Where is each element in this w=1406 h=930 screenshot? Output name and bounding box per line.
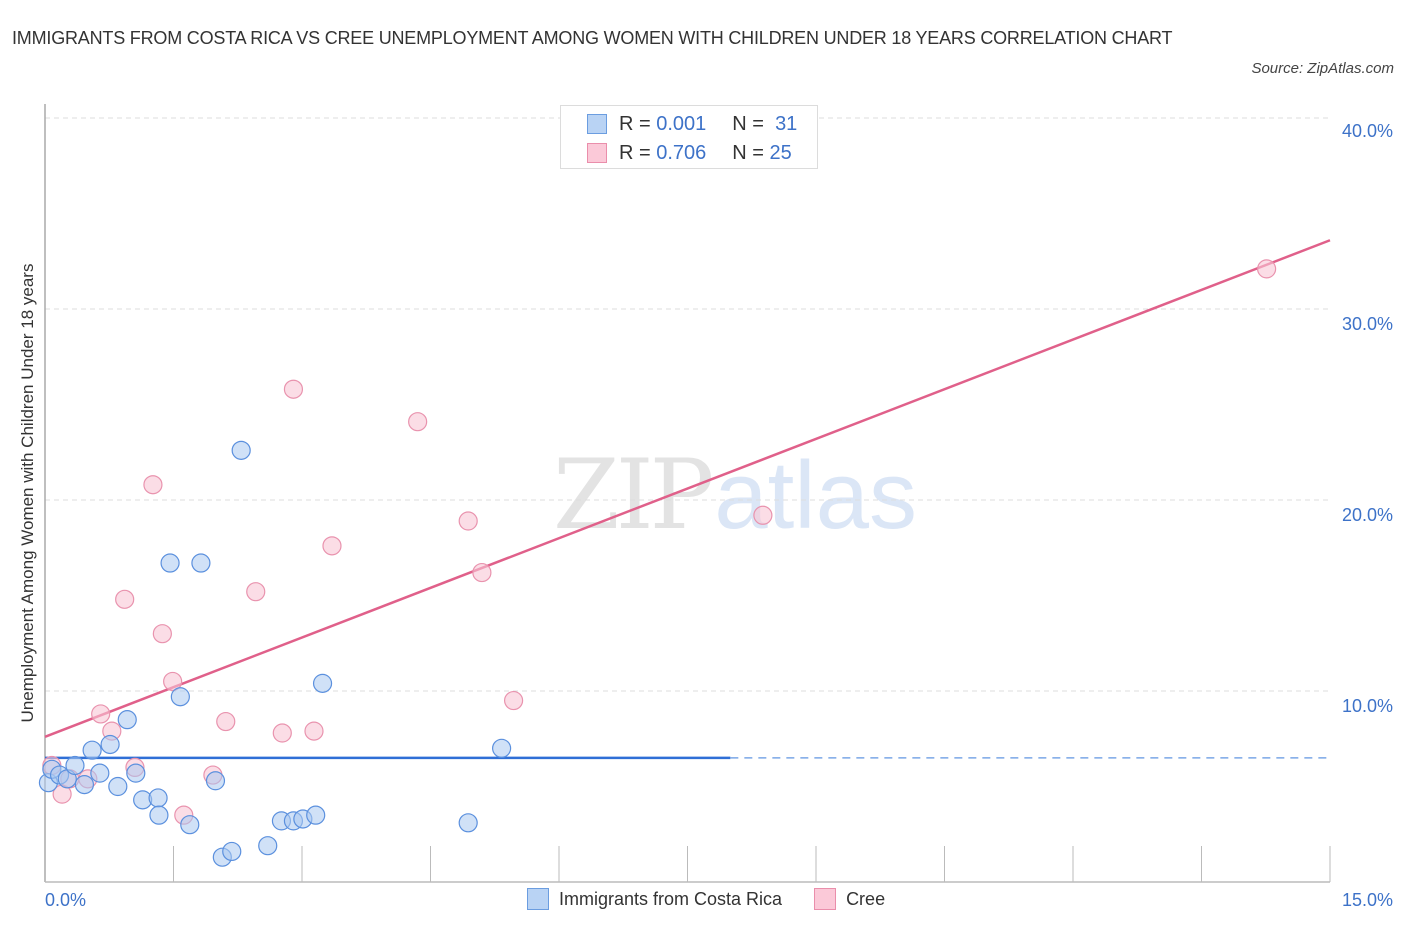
costa-rica-point	[82, 740, 102, 760]
costa-rica-point	[170, 687, 190, 707]
pink-swatch-icon	[814, 888, 837, 910]
legend-label: Immigrants from Costa Rica	[559, 888, 783, 909]
cree-point	[91, 704, 111, 724]
costa-rica-point	[65, 755, 85, 776]
costa-rica-point	[231, 440, 251, 460]
cree-point	[246, 582, 266, 602]
costa-rica-point	[205, 771, 226, 791]
x-tick-0: 0.0%	[45, 890, 87, 910]
cree-point	[143, 475, 163, 495]
costa-rica-point	[74, 774, 95, 795]
series-legend: Immigrants from Costa Rica Cree	[527, 888, 917, 910]
legend-label: Cree	[846, 888, 886, 909]
cree-point	[472, 562, 492, 583]
cree-point	[304, 721, 324, 741]
source-label: Source: ZipAtlas.com	[1251, 60, 1394, 77]
stats-row-cree: R = 0.706 N = 25	[587, 138, 792, 168]
y-tick-30: 30.0%	[1341, 314, 1393, 334]
costa-rica-point	[191, 553, 211, 573]
cree-point	[115, 589, 135, 609]
y-tick-10: 10.0%	[1341, 696, 1393, 716]
costa-rica-point	[160, 553, 180, 573]
costa-rica-point	[312, 673, 333, 693]
r-label: R =	[619, 141, 651, 164]
n-label: N =	[732, 141, 764, 164]
blue-swatch-icon	[587, 114, 607, 134]
cree-point	[272, 723, 292, 743]
costa-rica-point	[222, 841, 242, 862]
costa-rica-point	[458, 813, 478, 833]
costa-rica-point	[149, 805, 169, 825]
legend-item-cree[interactable]: Cree	[814, 888, 885, 910]
axes	[44, 104, 1331, 883]
y-axis-label: Unemployment Among Women with Children U…	[18, 263, 37, 723]
y-tick-40: 40.0%	[1341, 121, 1393, 141]
cree-point	[503, 690, 524, 711]
costa-rica-point	[148, 788, 168, 808]
cree-point	[458, 511, 478, 531]
costa-rica-point	[258, 836, 278, 856]
legend-item-costa-rica[interactable]: Immigrants from Costa Rica	[527, 888, 782, 910]
cree-point	[322, 536, 342, 556]
costa-rica-point	[180, 815, 200, 835]
cree-point	[216, 711, 236, 732]
n-value: 25	[769, 141, 792, 164]
cree-point	[753, 505, 773, 525]
stats-row-costa-rica: R = 0.001 N = 31	[587, 109, 797, 139]
gridlines	[45, 117, 1330, 692]
cree-point	[1257, 259, 1277, 279]
cree-point	[408, 412, 428, 432]
stats-legend: R = 0.001 N = 31 R = 0.706 N = 25	[560, 105, 818, 169]
pink-swatch-icon	[587, 143, 607, 163]
costa-rica-point	[108, 776, 128, 797]
r-value: 0.001	[656, 112, 707, 135]
blue-swatch-icon	[527, 888, 549, 910]
costa-rica-point	[117, 710, 137, 730]
costa-rica-point	[90, 763, 110, 783]
costa-rica-point	[126, 763, 146, 783]
n-label: N =	[732, 112, 764, 135]
chart-title: IMMIGRANTS FROM COSTA RICA VS CREE UNEMP…	[12, 28, 1173, 48]
costa-rica-point	[100, 734, 120, 755]
watermark-zip: ZIP	[553, 439, 714, 551]
cree-trend-line	[44, 239, 1331, 739]
r-value: 0.706	[656, 141, 707, 164]
cree-point	[163, 671, 183, 692]
watermark: ZIPatlas	[553, 440, 917, 551]
costa-rica-point	[492, 738, 512, 758]
r-label: R =	[619, 112, 651, 135]
watermark-atlas: atlas	[714, 442, 917, 549]
cree-point	[283, 379, 304, 399]
data-points	[38, 259, 1277, 867]
y-tick-20: 20.0%	[1341, 505, 1393, 525]
trend-lines	[44, 239, 1331, 760]
cree-point	[152, 624, 172, 644]
n-value: 31	[775, 112, 798, 135]
costa-rica-point	[306, 805, 326, 825]
x-tick-15: 15.0%	[1341, 890, 1393, 910]
